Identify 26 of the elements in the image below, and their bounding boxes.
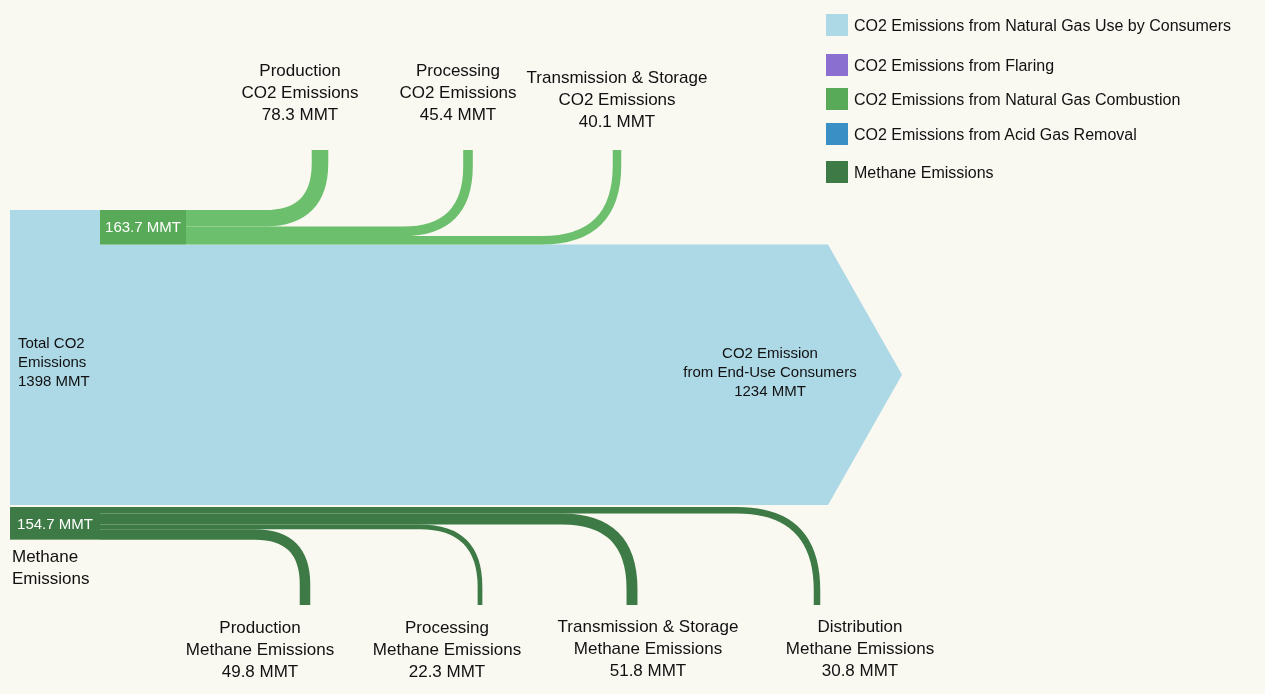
legend-label: Methane Emissions <box>854 164 994 181</box>
category-label: Total CO2 Emissions <box>18 334 87 370</box>
legend-label: CO2 Emissions from Acid Gas Removal <box>854 126 1137 143</box>
category-label: Transmission & Storage Methane Emissions <box>557 617 739 658</box>
data-label: 154.7 MMT <box>17 515 93 533</box>
data-label: 1234 MMT <box>734 382 806 399</box>
legend-label: CO2 Emissions from Flaring <box>854 57 1055 74</box>
category-label: Processing Methane Emissions <box>372 618 522 659</box>
data-label: 51.8 MMT <box>609 661 687 680</box>
category-label: Transmission & Storage CO2 Emissions <box>526 68 708 109</box>
legend-label: CO2 Emissions from Natural Gas Use by Consumers <box>854 17 1231 34</box>
category-label: Production CO2 Emissions <box>241 61 359 102</box>
category-label: CO2 Emission from End-Use Consumers <box>683 344 857 380</box>
data-label: 1398 MMT <box>18 372 90 389</box>
category-label: Methane Emissions <box>12 547 90 588</box>
data-label: 22.3 MMT <box>408 662 486 681</box>
text: 163.7 MMT <box>105 218 181 236</box>
legend-label: CO2 Emissions from Natural Gas Combustion <box>854 91 1181 108</box>
category-label: Distribution Methane Emissions <box>785 617 935 658</box>
data-label: 45.4 MMT <box>419 105 497 124</box>
category-label: Production Methane Emissions <box>185 618 335 659</box>
data-label: 78.3 MMT <box>261 105 339 124</box>
data-label: 40.1 MMT <box>578 112 656 131</box>
data-label: 30.8 MMT <box>821 661 899 680</box>
data-label: 49.8 MMT <box>221 662 299 681</box>
category-label: Processing CO2 Emissions <box>399 61 517 102</box>
